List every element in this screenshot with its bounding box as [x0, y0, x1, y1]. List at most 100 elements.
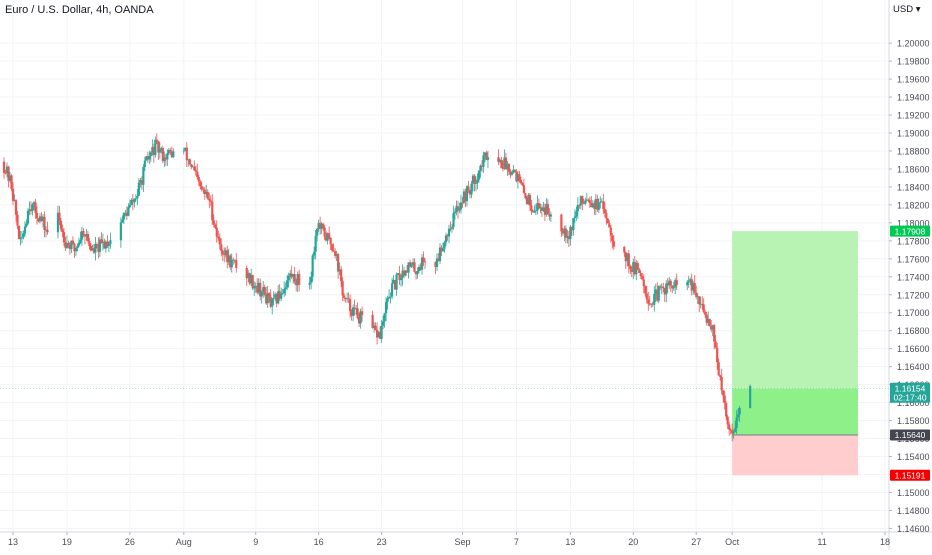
- currency-menu[interactable]: USD ▾: [893, 4, 920, 15]
- candle-down: [675, 280, 678, 286]
- candle-up: [65, 243, 69, 248]
- candle-up: [266, 293, 269, 304]
- candle-up: [591, 203, 594, 208]
- candle-down: [644, 286, 647, 294]
- candle-down: [398, 273, 401, 281]
- candle-down: [92, 248, 96, 253]
- price-tick-label: 1.17800: [897, 236, 930, 246]
- candle-down: [714, 341, 717, 348]
- candle-down: [720, 376, 723, 391]
- candle-up: [711, 325, 714, 330]
- stop-price-label: 1.15191: [890, 469, 930, 481]
- candle-up: [407, 262, 410, 273]
- price-tick-label: 1.19600: [897, 75, 930, 85]
- candle-up: [19, 238, 22, 240]
- candle-down: [220, 244, 223, 251]
- candle-down: [543, 207, 546, 215]
- candle-down: [405, 270, 409, 273]
- price-tick-label: 1.16400: [897, 362, 930, 372]
- candle-down: [164, 157, 167, 160]
- candle-up: [338, 269, 341, 272]
- candle-up: [139, 179, 142, 183]
- time-tick-label: 19: [62, 537, 72, 547]
- candle-down: [4, 172, 7, 174]
- candle-up: [166, 153, 169, 160]
- candle-up: [137, 182, 140, 196]
- candle-up: [308, 282, 311, 285]
- time-tick-label: 9: [253, 537, 258, 547]
- candle-down: [582, 203, 585, 205]
- candle-down: [461, 202, 464, 204]
- candle-down: [588, 200, 591, 204]
- candle-up: [127, 207, 130, 216]
- candle-down: [37, 218, 40, 222]
- candle-down: [611, 235, 614, 242]
- candle-down: [663, 288, 666, 295]
- candle-down: [194, 170, 197, 172]
- candle-down: [581, 196, 584, 204]
- candle-down: [298, 274, 301, 285]
- time-tick-label: Aug: [176, 537, 192, 547]
- time-tick-label: 13: [8, 537, 18, 547]
- candle-down: [229, 255, 232, 268]
- candle-down: [322, 223, 325, 228]
- stop-price-label-text: 1.15191: [895, 471, 926, 481]
- candle-down: [531, 211, 535, 213]
- candle-up: [458, 209, 461, 211]
- candle-down: [360, 311, 364, 315]
- candle-up: [143, 160, 146, 168]
- candle-up: [383, 313, 386, 322]
- candle-down: [251, 274, 254, 289]
- candle-down: [73, 243, 76, 252]
- candle-down: [89, 246, 93, 251]
- candle-down: [358, 318, 361, 324]
- candle-down: [61, 229, 64, 233]
- candle-up: [506, 163, 509, 170]
- candle-up: [182, 150, 185, 152]
- candle-down: [423, 261, 427, 263]
- candle-down: [275, 294, 278, 304]
- candle-down: [467, 186, 470, 191]
- candle-down: [666, 283, 669, 286]
- candle-up: [284, 287, 287, 290]
- candle-up: [271, 298, 274, 307]
- price-tick-label: 1.18400: [897, 182, 930, 192]
- candle-down: [343, 295, 346, 298]
- candle-down: [456, 206, 460, 211]
- candle-down: [504, 157, 508, 170]
- last-price-label-text: 02:17:40: [893, 393, 926, 403]
- candle-down: [525, 198, 529, 205]
- entry-price-label-bg: [890, 429, 930, 441]
- candle-down: [701, 303, 704, 305]
- target-price-label-text: 1.17908: [895, 226, 926, 236]
- time-tick-label: 13: [565, 537, 575, 547]
- candle-up: [563, 228, 566, 234]
- candle-down: [83, 235, 87, 237]
- candle-down: [603, 209, 606, 213]
- candle-up: [465, 186, 469, 202]
- candle-up: [444, 235, 448, 243]
- candle-down: [206, 191, 209, 199]
- entry-price-label: 1.15640: [890, 429, 930, 441]
- entry-price-label-text: 1.15640: [895, 430, 926, 440]
- candle-up: [650, 303, 653, 305]
- candle-up: [749, 385, 752, 408]
- candle-down: [331, 244, 334, 251]
- candle-down: [708, 318, 711, 327]
- candle-down: [35, 212, 39, 219]
- candle-down: [152, 147, 155, 155]
- candle-up: [575, 211, 578, 217]
- candle-down: [662, 286, 665, 289]
- candle-up: [76, 245, 79, 249]
- price-tick-label: 1.16800: [897, 326, 930, 336]
- candle-down: [88, 240, 91, 247]
- candle-up: [130, 199, 133, 205]
- candle-down: [446, 235, 449, 237]
- symbol-title[interactable]: Euro / U.S. Dollar, 4h, OANDA: [5, 4, 154, 16]
- candle-up: [672, 287, 675, 289]
- candle-up: [326, 233, 329, 241]
- candle-down: [86, 233, 90, 241]
- candle-up: [738, 407, 741, 415]
